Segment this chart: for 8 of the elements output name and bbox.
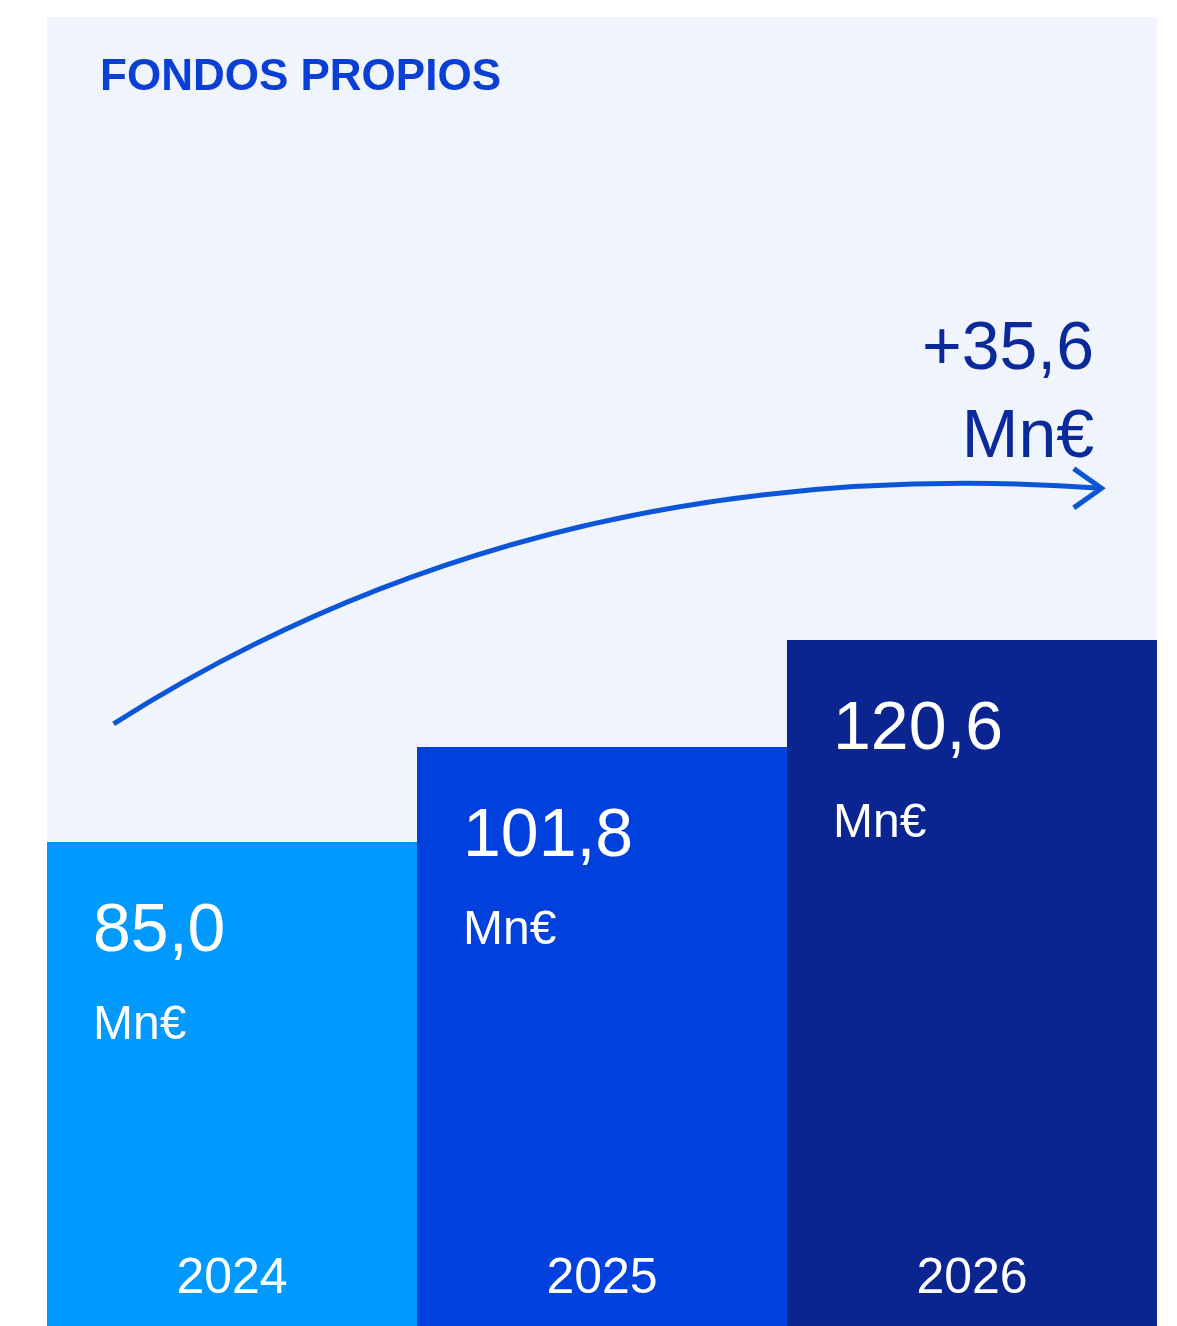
x-tick-label: 2026 [916, 1248, 1028, 1304]
data-label: 101,8 Mn€ [463, 794, 634, 955]
text: FONDOS PROPIOS [100, 50, 501, 100]
annotation: +35,6 Mn€ [922, 307, 1095, 472]
x-tick-label: 2025 [546, 1248, 658, 1304]
data-label: 120,6 Mn€ [833, 687, 1004, 848]
x-tick-label: 2024 [176, 1248, 288, 1304]
data-label: 85,0 Mn€ [93, 889, 226, 1050]
